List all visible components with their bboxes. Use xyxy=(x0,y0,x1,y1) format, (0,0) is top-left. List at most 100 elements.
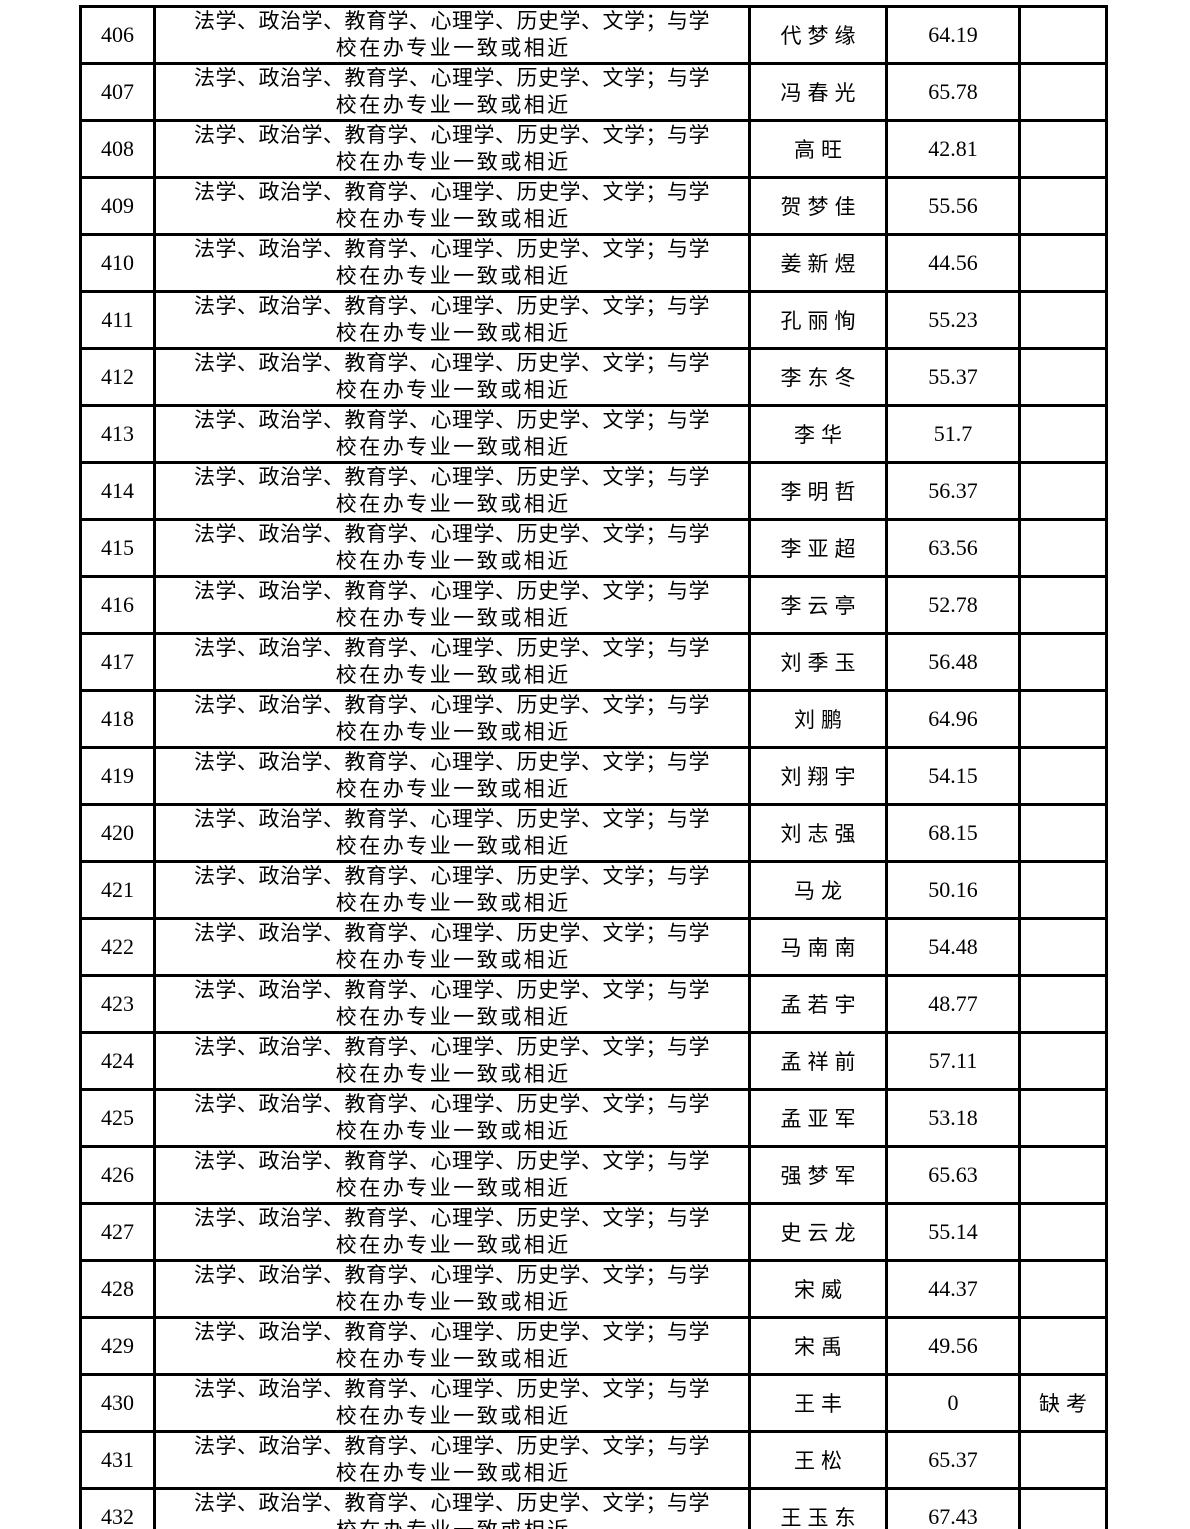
major-requirement-line2: 校在办专业一致或相近 xyxy=(335,948,571,972)
major-requirement-cell: 法学、政治学、教育学、心理学、历史学、文学；与学 校在办专业一致或相近 xyxy=(153,1145,751,1205)
candidate-name: 强梦军 xyxy=(748,1145,888,1205)
candidate-name: 李亚超 xyxy=(748,518,888,578)
table-row: 415 法学、政治学、教育学、心理学、历史学、文学；与学 校在办专业一致或相近 … xyxy=(79,518,1108,578)
score-value: 67.43 xyxy=(885,1487,1021,1529)
row-number: 407 xyxy=(79,62,156,122)
major-requirement-line1: 法学、政治学、教育学、心理学、历史学、文学；与学 xyxy=(194,1491,710,1516)
remark xyxy=(1018,575,1108,635)
candidate-name: 刘季玉 xyxy=(748,632,888,692)
remark xyxy=(1018,461,1108,521)
row-number: 430 xyxy=(79,1373,156,1433)
major-requirement-line1: 法学、政治学、教育学、心理学、历史学、文学；与学 xyxy=(194,465,710,490)
major-requirement-line2: 校在办专业一致或相近 xyxy=(335,834,571,858)
score-value: 44.56 xyxy=(885,233,1021,293)
major-requirement-line1: 法学、政治学、教育学、心理学、历史学、文学；与学 xyxy=(194,1035,710,1060)
candidate-name: 刘翔宇 xyxy=(748,746,888,806)
major-requirement-line2: 校在办专业一致或相近 xyxy=(335,1119,571,1143)
table-row: 428 法学、政治学、教育学、心理学、历史学、文学；与学 校在办专业一致或相近 … xyxy=(79,1259,1108,1319)
candidate-name: 孟亚军 xyxy=(748,1088,888,1148)
row-number: 417 xyxy=(79,632,156,692)
major-requirement-line1: 法学、政治学、教育学、心理学、历史学、文学；与学 xyxy=(194,123,710,148)
score-value: 56.37 xyxy=(885,461,1021,521)
table-row: 432 法学、政治学、教育学、心理学、历史学、文学；与学 校在办专业一致或相近 … xyxy=(79,1487,1108,1529)
score-value: 65.78 xyxy=(885,62,1021,122)
major-requirement-line2: 校在办专业一致或相近 xyxy=(335,777,571,801)
table-row: 409 法学、政治学、教育学、心理学、历史学、文学；与学 校在办专业一致或相近 … xyxy=(79,176,1108,236)
major-requirement-cell: 法学、政治学、教育学、心理学、历史学、文学；与学 校在办专业一致或相近 xyxy=(153,5,751,65)
remark xyxy=(1018,62,1108,122)
candidate-name: 孔丽恂 xyxy=(748,290,888,350)
row-number: 406 xyxy=(79,5,156,65)
candidate-name: 宋威 xyxy=(748,1259,888,1319)
candidate-name: 李明哲 xyxy=(748,461,888,521)
row-number: 416 xyxy=(79,575,156,635)
major-requirement-cell: 法学、政治学、教育学、心理学、历史学、文学；与学 校在办专业一致或相近 xyxy=(153,860,751,920)
major-requirement-line2: 校在办专业一致或相近 xyxy=(335,1233,571,1257)
score-value: 56.48 xyxy=(885,632,1021,692)
major-requirement-line1: 法学、政治学、教育学、心理学、历史学、文学；与学 xyxy=(194,921,710,946)
score-value: 50.16 xyxy=(885,860,1021,920)
remark xyxy=(1018,974,1108,1034)
major-requirement-line2: 校在办专业一致或相近 xyxy=(335,435,571,459)
major-requirement-cell: 法学、政治学、教育学、心理学、历史学、文学；与学 校在办专业一致或相近 xyxy=(153,1487,751,1529)
candidate-name: 李华 xyxy=(748,404,888,464)
major-requirement-line1: 法学、政治学、教育学、心理学、历史学、文学；与学 xyxy=(194,636,710,661)
candidate-name: 高旺 xyxy=(748,119,888,179)
row-number: 427 xyxy=(79,1202,156,1262)
major-requirement-cell: 法学、政治学、教育学、心理学、历史学、文学；与学 校在办专业一致或相近 xyxy=(153,1088,751,1148)
remark xyxy=(1018,1316,1108,1376)
row-number: 413 xyxy=(79,404,156,464)
remark xyxy=(1018,1145,1108,1205)
row-number: 421 xyxy=(79,860,156,920)
table-row: 411 法学、政治学、教育学、心理学、历史学、文学；与学 校在办专业一致或相近 … xyxy=(79,290,1108,350)
score-value: 44.37 xyxy=(885,1259,1021,1319)
score-value: 65.37 xyxy=(885,1430,1021,1490)
candidate-name: 宋禹 xyxy=(748,1316,888,1376)
row-number: 423 xyxy=(79,974,156,1034)
major-requirement-cell: 法学、政治学、教育学、心理学、历史学、文学；与学 校在办专业一致或相近 xyxy=(153,176,751,236)
major-requirement-line1: 法学、政治学、教育学、心理学、历史学、文学；与学 xyxy=(194,180,710,205)
row-number: 422 xyxy=(79,917,156,977)
major-requirement-line2: 校在办专业一致或相近 xyxy=(335,207,571,231)
major-requirement-line2: 校在办专业一致或相近 xyxy=(335,720,571,744)
major-requirement-line2: 校在办专业一致或相近 xyxy=(335,378,571,402)
table-row: 425 法学、政治学、教育学、心理学、历史学、文学；与学 校在办专业一致或相近 … xyxy=(79,1088,1108,1148)
candidate-name: 李东冬 xyxy=(748,347,888,407)
score-value: 63.56 xyxy=(885,518,1021,578)
remark xyxy=(1018,746,1108,806)
remark xyxy=(1018,803,1108,863)
major-requirement-line1: 法学、政治学、教育学、心理学、历史学、文学；与学 xyxy=(194,1149,710,1174)
remark: 缺考 xyxy=(1018,1373,1108,1433)
major-requirement-line2: 校在办专业一致或相近 xyxy=(335,36,571,60)
table-row: 408 法学、政治学、教育学、心理学、历史学、文学；与学 校在办专业一致或相近 … xyxy=(79,119,1108,179)
candidate-name: 姜新煜 xyxy=(748,233,888,293)
row-number: 418 xyxy=(79,689,156,749)
row-number: 412 xyxy=(79,347,156,407)
candidate-name: 代梦缘 xyxy=(748,5,888,65)
major-requirement-line1: 法学、政治学、教育学、心理学、历史学、文学；与学 xyxy=(194,351,710,376)
major-requirement-cell: 法学、政治学、教育学、心理学、历史学、文学；与学 校在办专业一致或相近 xyxy=(153,1316,751,1376)
major-requirement-cell: 法学、政治学、教育学、心理学、历史学、文学；与学 校在办专业一致或相近 xyxy=(153,1259,751,1319)
major-requirement-line1: 法学、政治学、教育学、心理学、历史学、文学；与学 xyxy=(194,66,710,91)
major-requirement-line1: 法学、政治学、教育学、心理学、历史学、文学；与学 xyxy=(194,237,710,262)
candidate-name: 孟若宇 xyxy=(748,974,888,1034)
row-number: 408 xyxy=(79,119,156,179)
remark xyxy=(1018,1088,1108,1148)
major-requirement-line1: 法学、政治学、教育学、心理学、历史学、文学；与学 xyxy=(194,693,710,718)
score-value: 64.96 xyxy=(885,689,1021,749)
candidate-name: 刘志强 xyxy=(748,803,888,863)
major-requirement-line2: 校在办专业一致或相近 xyxy=(335,1005,571,1029)
major-requirement-cell: 法学、政治学、教育学、心理学、历史学、文学；与学 校在办专业一致或相近 xyxy=(153,689,751,749)
score-value: 48.77 xyxy=(885,974,1021,1034)
remark xyxy=(1018,119,1108,179)
major-requirement-line1: 法学、政治学、教育学、心理学、历史学、文学；与学 xyxy=(194,1092,710,1117)
major-requirement-line1: 法学、政治学、教育学、心理学、历史学、文学；与学 xyxy=(194,1320,710,1345)
table-row: 424 法学、政治学、教育学、心理学、历史学、文学；与学 校在办专业一致或相近 … xyxy=(79,1031,1108,1091)
score-value: 68.15 xyxy=(885,803,1021,863)
candidate-name: 李云亭 xyxy=(748,575,888,635)
row-number: 424 xyxy=(79,1031,156,1091)
table-row: 413 法学、政治学、教育学、心理学、历史学、文学；与学 校在办专业一致或相近 … xyxy=(79,404,1108,464)
table-row: 431 法学、政治学、教育学、心理学、历史学、文学；与学 校在办专业一致或相近 … xyxy=(79,1430,1108,1490)
row-number: 428 xyxy=(79,1259,156,1319)
